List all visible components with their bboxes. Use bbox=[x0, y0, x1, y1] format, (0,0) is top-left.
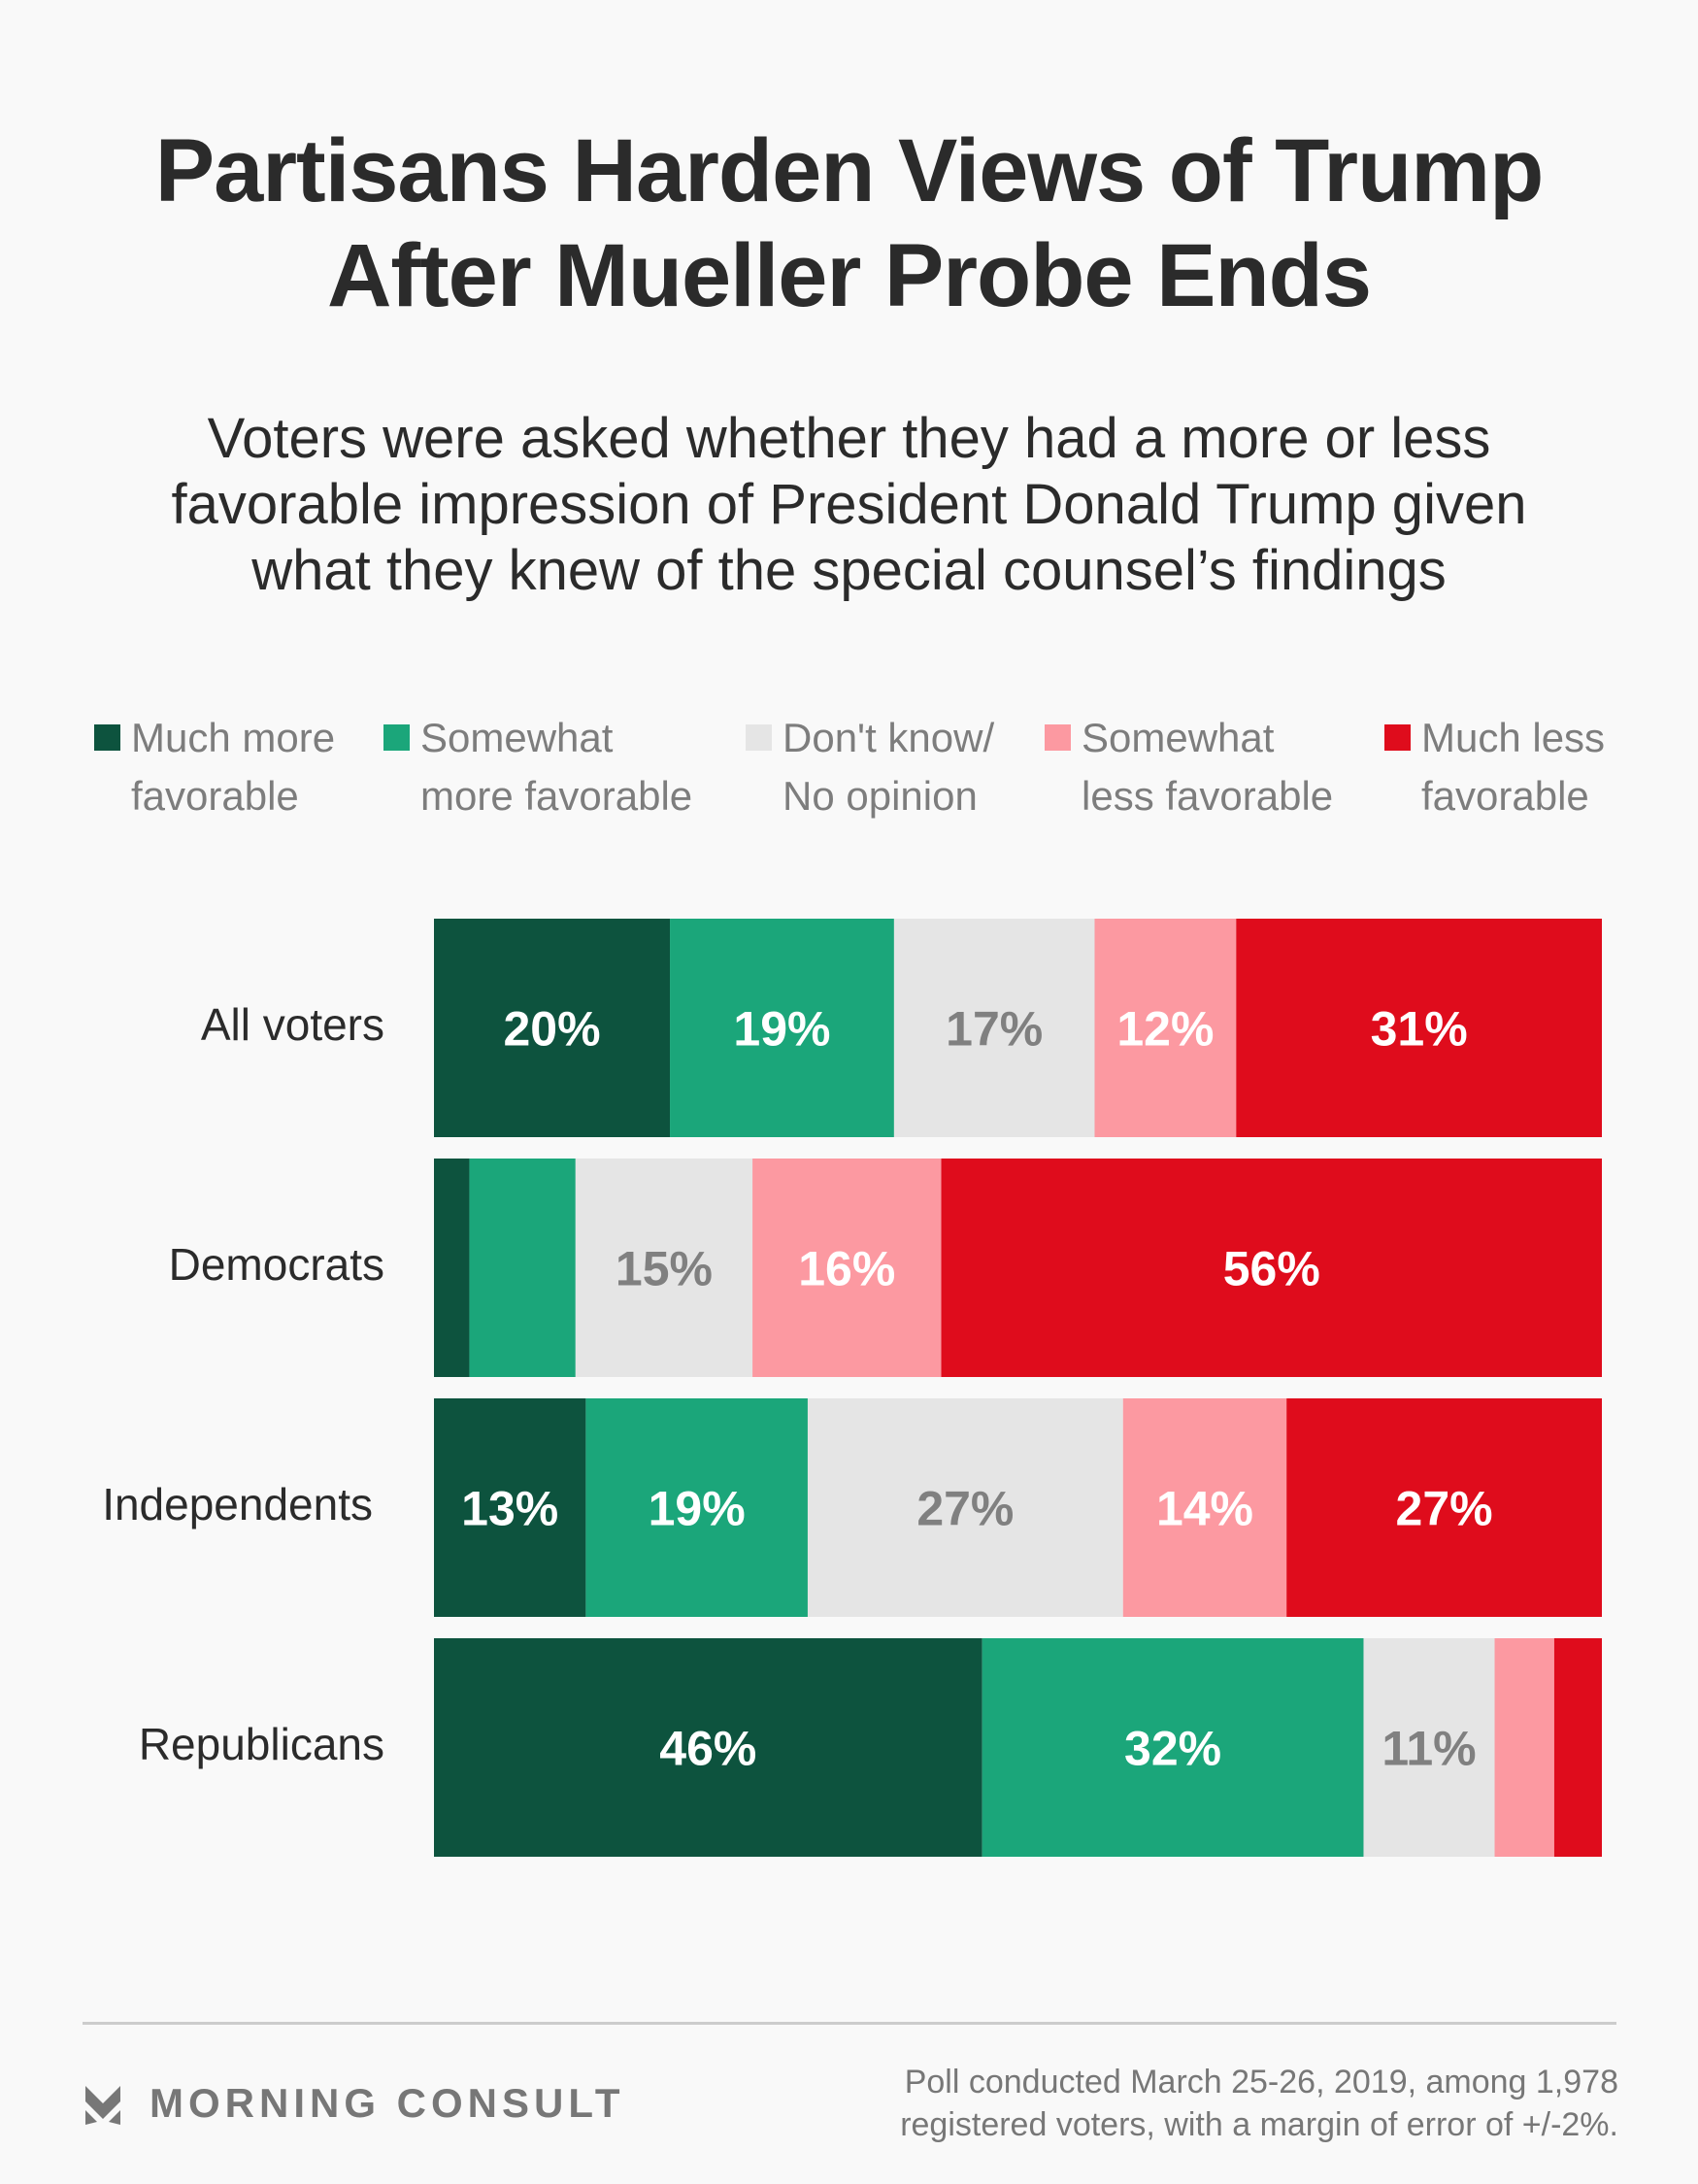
legend-swatch-icon bbox=[746, 724, 772, 751]
data-label: 56% bbox=[1223, 1242, 1320, 1296]
bar-row-republicans: 46% 32% 11% bbox=[434, 1638, 1602, 1857]
data-label: 16% bbox=[798, 1242, 895, 1296]
legend-label: Much less bbox=[1421, 715, 1606, 760]
bar-segment-much-less-favorable bbox=[1286, 1398, 1602, 1617]
bar-segment-much-more-favorable bbox=[434, 1159, 470, 1377]
bar-segment-much-more-favorable bbox=[434, 1638, 982, 1857]
legend-swatch-icon bbox=[1045, 724, 1071, 751]
row-label-independents: Independents bbox=[102, 1479, 373, 1529]
data-label: 19% bbox=[733, 1002, 830, 1057]
bar-row-democrats: 15% 16% 56% bbox=[434, 1159, 1602, 1377]
bar-segment-somewhat-more-favorable bbox=[982, 1638, 1364, 1857]
chart-subtitle-line: Voters were asked whether they had a mor… bbox=[207, 407, 1491, 470]
data-label: 32% bbox=[1124, 1722, 1221, 1776]
data-label: 19% bbox=[649, 1482, 746, 1536]
data-label: 27% bbox=[1396, 1482, 1493, 1536]
row-label-all-voters: All voters bbox=[200, 999, 384, 1050]
bar-segment-don-t-know-no-opinion bbox=[807, 1398, 1123, 1617]
bar-segment-somewhat-less-favorable bbox=[752, 1159, 942, 1377]
chart-subtitle-line: favorable impression of President Donald… bbox=[171, 473, 1527, 536]
bar-row-independents: 13% 19% 27% 14% 27% bbox=[434, 1398, 1602, 1617]
legend-label: Somewhat bbox=[420, 715, 614, 760]
brand-name: MORNING CONSULT bbox=[150, 2080, 625, 2126]
chart-title-line: Partisans Harden Views of Trump bbox=[154, 121, 1545, 220]
legend: Much more favorable Somewhat more favora… bbox=[0, 709, 1698, 835]
poll-methodology-note: Poll conducted March 25-26, 2019, among … bbox=[900, 2061, 1618, 2146]
bar-segment-much-more-favorable bbox=[434, 919, 671, 1137]
bar-segment-somewhat-more-favorable bbox=[670, 919, 894, 1137]
bar-segment-don-t-know-no-opinion bbox=[893, 919, 1095, 1137]
bar-segment-somewhat-more-favorable bbox=[469, 1159, 576, 1377]
data-label: 31% bbox=[1371, 1002, 1468, 1057]
data-label: 12% bbox=[1116, 1002, 1214, 1057]
legend-swatch-icon bbox=[383, 724, 410, 751]
bar-segment-somewhat-more-favorable bbox=[585, 1398, 808, 1617]
legend-swatch-icon bbox=[1384, 724, 1411, 751]
chart-subtitle: Voters were asked whether they had a mor… bbox=[0, 406, 1698, 604]
data-label: 14% bbox=[1156, 1482, 1253, 1536]
morning-consult-chevron-logo-icon bbox=[85, 2086, 120, 2125]
bar-segment-don-t-know-no-opinion bbox=[575, 1159, 753, 1377]
legend-label: less favorable bbox=[1082, 773, 1334, 819]
footnote-line: registered voters, with a margin of erro… bbox=[900, 2106, 1618, 2143]
data-label: 20% bbox=[503, 1002, 600, 1057]
bar-segment-somewhat-less-favorable bbox=[1122, 1398, 1287, 1617]
legend-label: favorable bbox=[1421, 773, 1589, 819]
data-label: 17% bbox=[946, 1002, 1043, 1057]
bar-segment-don-t-know-no-opinion bbox=[1363, 1638, 1495, 1857]
legend-label: Don't know/ bbox=[782, 715, 995, 760]
chart-title-line: After Mueller Probe Ends bbox=[326, 226, 1372, 325]
legend-label: more favorable bbox=[420, 773, 693, 819]
legend-swatch-icon bbox=[94, 724, 120, 751]
footnote-line: Poll conducted March 25-26, 2019, among … bbox=[904, 2064, 1618, 2100]
bar-segment-much-more-favorable bbox=[434, 1398, 586, 1617]
bar-segment-much-less-favorable bbox=[1236, 919, 1602, 1137]
row-label-democrats: Democrats bbox=[168, 1239, 384, 1290]
bar-segment-somewhat-less-favorable bbox=[1094, 919, 1237, 1137]
legend-label: No opinion bbox=[782, 773, 978, 819]
footer-divider bbox=[83, 2022, 1616, 2025]
bar-segment-much-less-favorable bbox=[1553, 1638, 1602, 1857]
legend-label: Much more bbox=[131, 715, 336, 760]
data-label: 11% bbox=[1382, 1722, 1476, 1776]
data-label: 13% bbox=[461, 1482, 558, 1536]
legend-label: favorable bbox=[131, 773, 299, 819]
bar-segment-much-less-favorable bbox=[941, 1159, 1602, 1377]
bar-segment-somewhat-less-favorable bbox=[1494, 1638, 1554, 1857]
data-label: 27% bbox=[916, 1482, 1014, 1536]
legend-label: Somewhat bbox=[1082, 715, 1275, 760]
chart-title: Partisans Harden Views of Trump After Mu… bbox=[0, 118, 1698, 328]
data-label: 15% bbox=[616, 1242, 713, 1296]
chart-subtitle-line: what they knew of the special counsel’s … bbox=[251, 539, 1447, 602]
row-label-republicans: Republicans bbox=[138, 1719, 384, 1769]
data-label: 46% bbox=[659, 1722, 756, 1776]
bar-row-all-voters: 20% 19% 17% 12% 31% bbox=[434, 919, 1602, 1137]
